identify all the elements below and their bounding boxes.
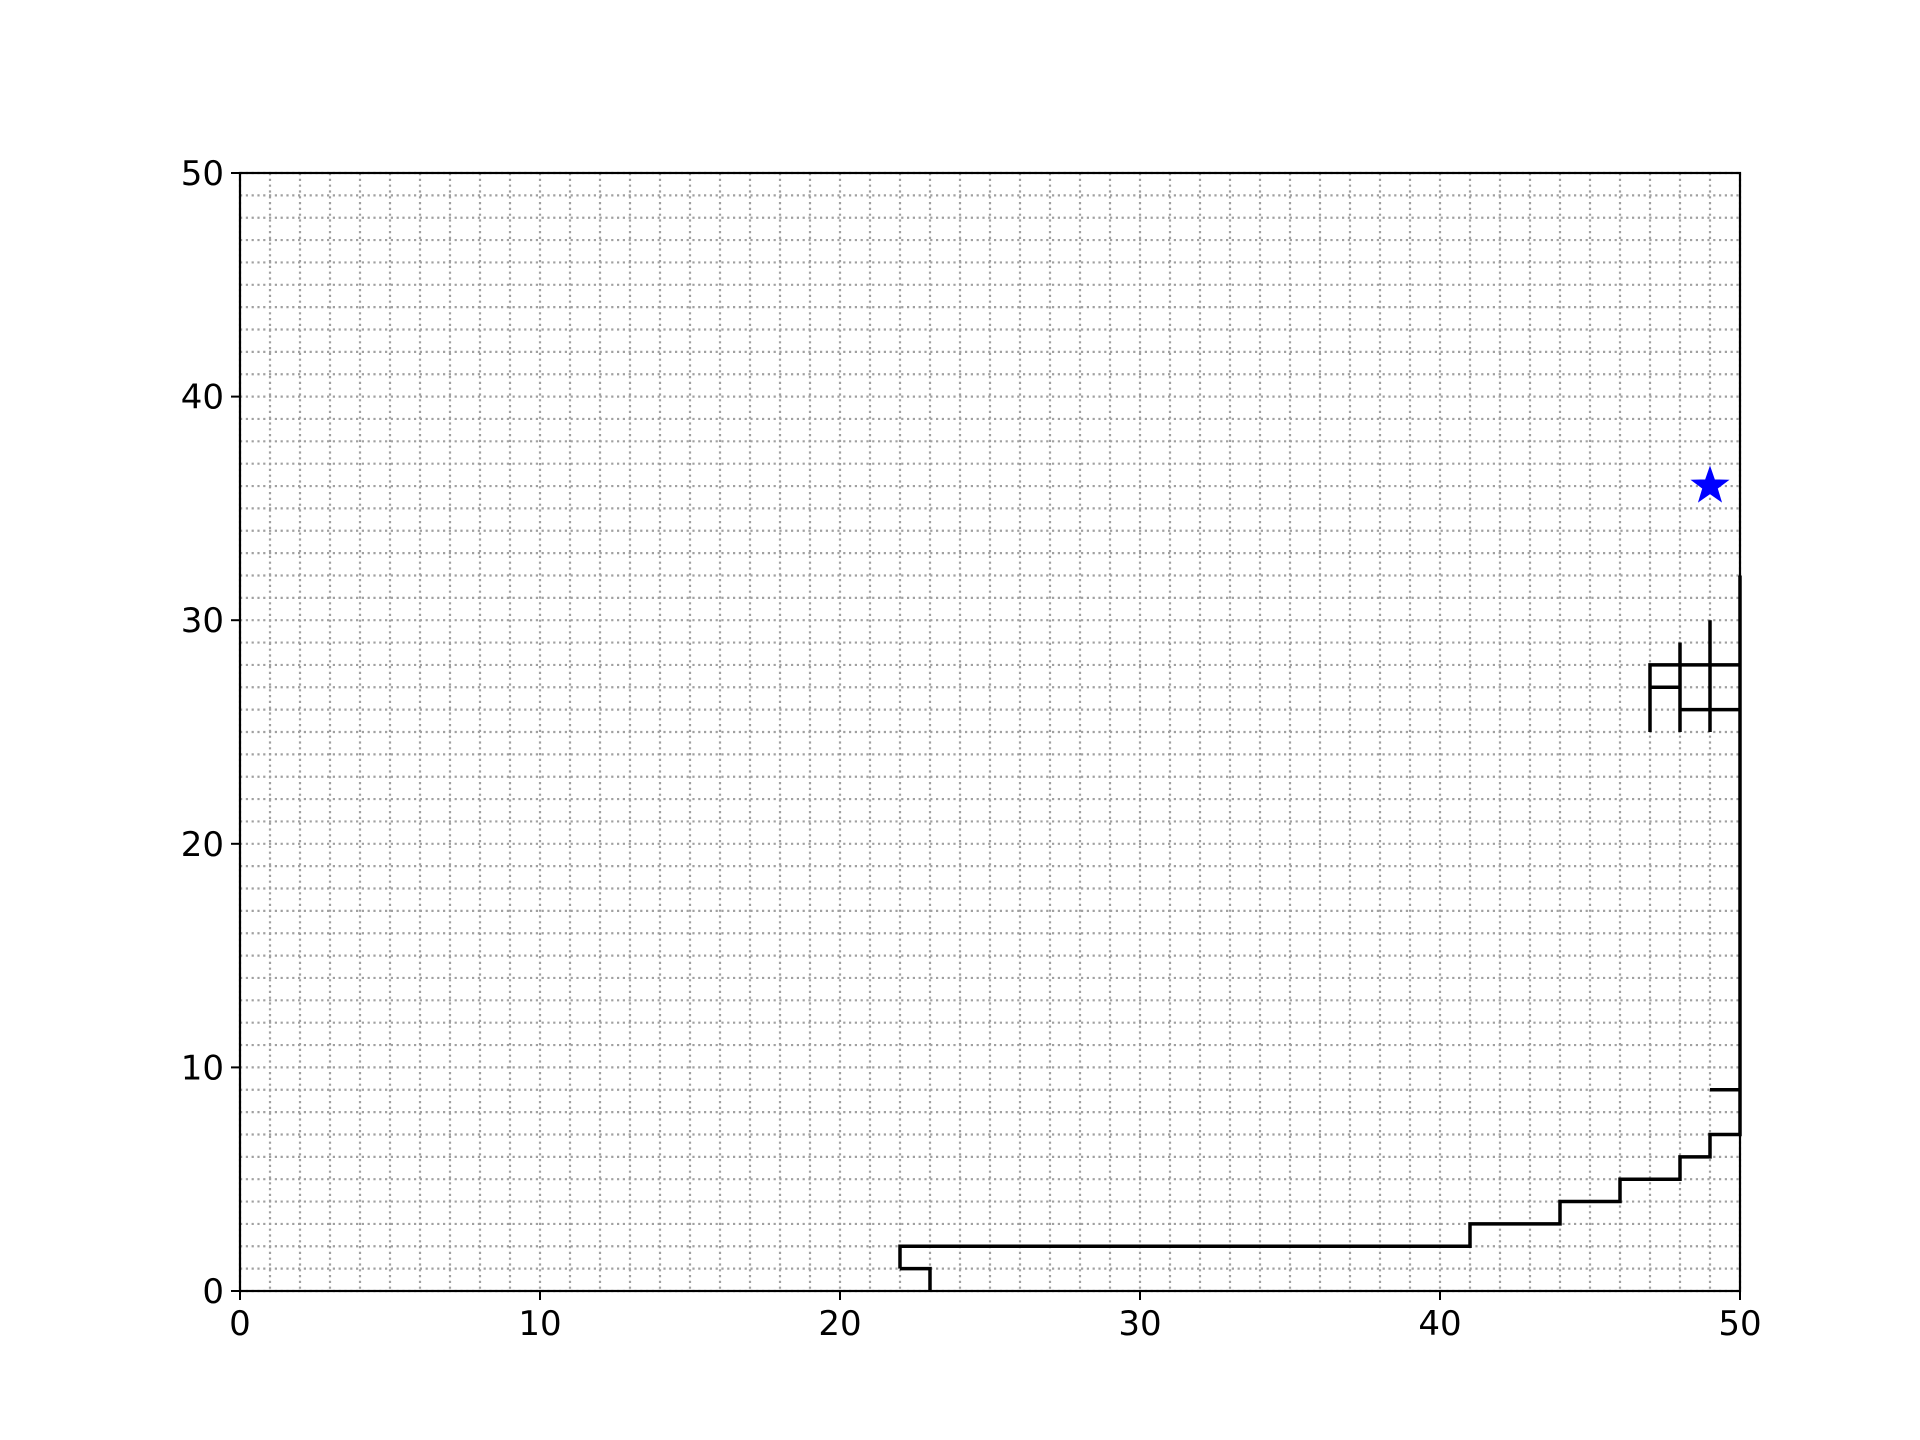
path-segment [898, 575, 1742, 1269]
star-marker [1690, 465, 1730, 503]
x-axis: 0 10 20 30 40 50 [229, 1291, 1762, 1344]
y-tick-label: 50 [181, 154, 224, 194]
y-tick-label: 0 [202, 1272, 224, 1312]
y-tick-label: 20 [181, 825, 224, 865]
path-segments [898, 575, 1742, 1291]
plot-frame [238, 171, 1742, 1293]
y-tick-label: 40 [181, 378, 224, 418]
x-tick-label: 30 [1118, 1304, 1161, 1344]
x-tick-label: 0 [229, 1304, 251, 1344]
x-tick-label: 20 [818, 1304, 861, 1344]
x-tick-label: 40 [1418, 1304, 1461, 1344]
y-tick-label: 10 [181, 1048, 224, 1088]
y-tick-label: 30 [181, 601, 224, 641]
path-segment [900, 1266, 932, 1291]
x-tick-label: 50 [1718, 1304, 1761, 1344]
markers [1690, 465, 1730, 503]
x-tick-label: 10 [518, 1304, 561, 1344]
y-axis: 0 10 20 30 40 50 [181, 154, 240, 1312]
